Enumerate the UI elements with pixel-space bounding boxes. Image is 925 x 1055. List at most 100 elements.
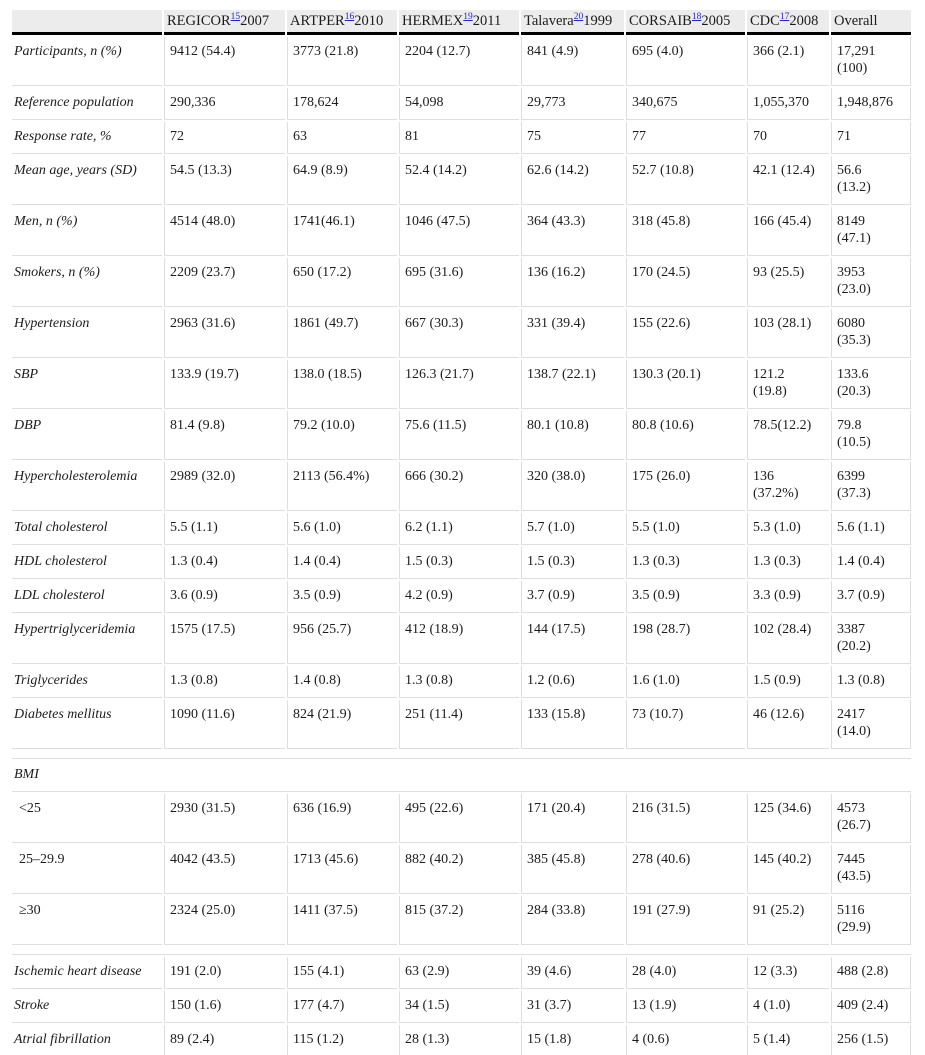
table-row: Ischemic heart disease 191 (2.0) 155 (4.1)… [12, 957, 911, 989]
value-cell: 1741(46.1) [287, 207, 397, 256]
value-cell: 3.6 (0.9) [164, 581, 285, 613]
table-row: SBP 133.9 (19.7) 138.0 (18.5) 126.3 (21.7) 1… [12, 360, 911, 409]
row-label: Smokers, n (%) [12, 258, 162, 307]
spacer-cell [12, 751, 911, 759]
row-label: Total cholesterol [12, 513, 162, 545]
value-cell: 385 (45.8) [521, 845, 624, 894]
table-row: Triglycerides 1.3 (0.8) 1.4 (0.8) 1.3 (0.8)… [12, 666, 911, 698]
table-row: Mean age, years (SD) 54.5 (13.3) 64.9 (8.9… [12, 156, 911, 205]
value-cell: 2204 (12.7) [399, 37, 519, 86]
reference-link[interactable]: 18 [691, 12, 702, 23]
corner-header [12, 10, 162, 35]
value-cell: 1.5 (0.9) [747, 666, 829, 698]
value-cell: 956 (25.7) [287, 615, 397, 664]
value-cell: 79.8 (10.5) [831, 411, 911, 460]
value-cell: 166 (45.4) [747, 207, 829, 256]
value-cell: 115 (1.2) [287, 1025, 397, 1055]
value-cell: 1,948,876 [831, 88, 911, 120]
table-row: HDL cholesterol 1.3 (0.4) 1.4 (0.4) 1.5 (0.… [12, 547, 911, 579]
value-cell: 31 (3.7) [521, 991, 624, 1023]
value-cell: 138.0 (18.5) [287, 360, 397, 409]
value-cell: 9412 (54.4) [164, 37, 285, 86]
value-cell: 3.3 (0.9) [747, 581, 829, 613]
value-cell: 3.7 (0.9) [831, 581, 911, 613]
reference-link[interactable]: 20 [573, 12, 584, 23]
value-cell: 1.4 (0.8) [287, 666, 397, 698]
table-row: 25–29.9 4042 (43.5) 1713 (45.6) 882 (40.2) 3… [12, 845, 911, 894]
row-label: ≥30 [12, 896, 162, 945]
value-cell: 1.3 (0.3) [626, 547, 745, 579]
value-cell: 28 (4.0) [626, 957, 745, 989]
value-cell: 91 (25.2) [747, 896, 829, 945]
value-cell: 364 (43.3) [521, 207, 624, 256]
value-cell: 198 (28.7) [626, 615, 745, 664]
value-cell: 290,336 [164, 88, 285, 120]
value-cell: 133.6 (20.3) [831, 360, 911, 409]
value-cell: 5.7 (1.0) [521, 513, 624, 545]
value-cell: 6.2 (1.1) [399, 513, 519, 545]
value-cell: 5.5 (1.1) [164, 513, 285, 545]
value-cell: 4 (1.0) [747, 991, 829, 1023]
value-cell: 178,624 [287, 88, 397, 120]
value-cell: 5116 (29.9) [831, 896, 911, 945]
value-cell: 3953 (23.0) [831, 258, 911, 307]
value-cell: 1.3 (0.8) [164, 666, 285, 698]
value-cell: 46 (12.6) [747, 700, 829, 749]
value-cell: 488 (2.8) [831, 957, 911, 989]
value-cell: 81.4 (9.8) [164, 411, 285, 460]
value-cell: 695 (31.6) [399, 258, 519, 307]
study-year: 1999 [583, 13, 613, 29]
value-cell: 73 (10.7) [626, 700, 745, 749]
value-cell: 2930 (31.5) [164, 794, 285, 843]
value-cell: 5 (1.4) [747, 1025, 829, 1055]
value-cell: 667 (30.3) [399, 309, 519, 358]
value-cell: 284 (33.8) [521, 896, 624, 945]
row-label: Diabetes mellitus [12, 700, 162, 749]
table-row: ≥30 2324 (25.0) 1411 (37.5) 815 (37.2) 284 (… [12, 896, 911, 945]
table-row: Diabetes mellitus 1090 (11.6) 824 (21.9) 25… [12, 700, 911, 749]
value-cell: 841 (4.9) [521, 37, 624, 86]
value-cell: 278 (40.6) [626, 845, 745, 894]
value-cell: 1861 (49.7) [287, 309, 397, 358]
study-name: CDC [750, 13, 780, 29]
value-cell: 2417 (14.0) [831, 700, 911, 749]
table-body: Participants, n (%) 9412 (54.4) 3773 (21.8… [12, 37, 911, 1055]
value-cell: 3773 (21.8) [287, 37, 397, 86]
column-header-regicor: REGICOR152007 [164, 10, 285, 35]
section-label: BMI [12, 761, 911, 792]
value-cell: 138.7 (22.1) [521, 360, 624, 409]
row-label: Participants, n (%) [12, 37, 162, 86]
value-cell: 56.6 (13.2) [831, 156, 911, 205]
value-cell: 80.8 (10.6) [626, 411, 745, 460]
table-row: Reference population 290,336 178,624 54,098… [12, 88, 911, 120]
value-cell: 144 (17.5) [521, 615, 624, 664]
row-label: DBP [12, 411, 162, 460]
value-cell: 1.5 (0.3) [399, 547, 519, 579]
value-cell: 145 (40.2) [747, 845, 829, 894]
table-row: Total cholesterol 5.5 (1.1) 5.6 (1.0) 6.2 (… [12, 513, 911, 545]
value-cell: 882 (40.2) [399, 845, 519, 894]
value-cell: 2209 (23.7) [164, 258, 285, 307]
reference-link[interactable]: 19 [463, 12, 473, 23]
spacer-row [12, 751, 911, 759]
value-cell: 1.3 (0.8) [399, 666, 519, 698]
value-cell: 1.3 (0.3) [747, 547, 829, 579]
value-cell: 63 (2.9) [399, 957, 519, 989]
value-cell: 366 (2.1) [747, 37, 829, 86]
row-label: LDL cholesterol [12, 581, 162, 613]
value-cell: 191 (27.9) [626, 896, 745, 945]
reference-link[interactable]: 17 [779, 12, 790, 23]
value-cell: 695 (4.0) [626, 37, 745, 86]
value-cell: 70 [747, 122, 829, 154]
value-cell: 1.6 (1.0) [626, 666, 745, 698]
reference-link[interactable]: 16 [344, 12, 355, 23]
value-cell: 3.5 (0.9) [626, 581, 745, 613]
baseline-characteristics-table: REGICOR152007 ARTPER162010 HERMEX192011 Tal… [10, 8, 913, 1055]
value-cell: 4 (0.6) [626, 1025, 745, 1055]
value-cell: 1.4 (0.4) [287, 547, 397, 579]
reference-link[interactable]: 15 [230, 12, 241, 23]
value-cell: 412 (18.9) [399, 615, 519, 664]
value-cell: 34 (1.5) [399, 991, 519, 1023]
value-cell: 17,291 (100) [831, 37, 911, 86]
value-cell: 177 (4.7) [287, 991, 397, 1023]
